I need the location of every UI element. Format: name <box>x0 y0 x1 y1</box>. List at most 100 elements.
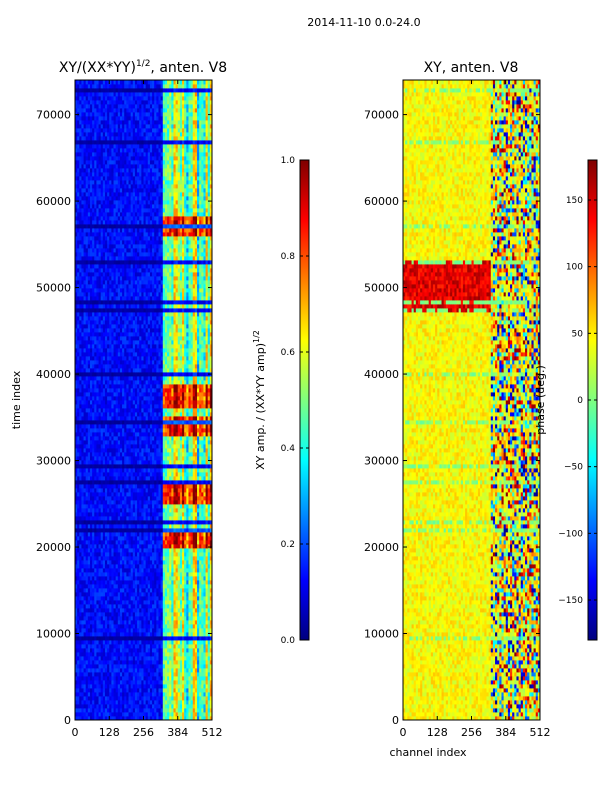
left-heatmap-cell <box>100 516 104 521</box>
left-heatmap-cell <box>107 520 110 525</box>
left-heatmap-cell <box>89 600 93 605</box>
left-heatmap-cell <box>126 608 129 613</box>
left-heatmap-cell <box>92 592 95 597</box>
left-heatmap-cell <box>79 548 82 553</box>
left-heatmap-cell <box>100 708 104 713</box>
left-heatmap-cell <box>89 572 93 577</box>
left-heatmap-cell <box>89 668 93 673</box>
left-heatmap-cell <box>137 616 140 621</box>
left-heatmap-cell <box>152 708 155 713</box>
left-heatmap-cell <box>209 700 212 705</box>
left-heatmap-cell <box>152 704 155 709</box>
left-heatmap-cell <box>160 700 164 705</box>
left-heatmap-cell <box>113 516 117 521</box>
left-heatmap-cell <box>147 592 151 597</box>
left-heatmap-cell <box>102 520 106 525</box>
left-heatmap-cell <box>100 480 104 485</box>
left-heatmap-cell <box>209 544 212 549</box>
left-heatmap-cell <box>156 664 159 669</box>
left-heatmap-cell <box>79 584 82 589</box>
left-heatmap-cell <box>132 524 136 529</box>
left-heatmap-cell <box>134 544 138 549</box>
left-heatmap-cell <box>134 528 138 533</box>
left-heatmap-cell <box>81 616 84 621</box>
left-heatmap-cell <box>152 572 155 577</box>
left-heatmap-cell <box>115 476 119 481</box>
left-heatmap-cell <box>92 492 95 497</box>
left-heatmap-cell <box>87 480 91 485</box>
left-heatmap-cell <box>156 564 159 569</box>
left-heatmap-cell <box>100 704 104 709</box>
left-heatmap-cell <box>109 600 112 605</box>
left-heatmap-cell <box>147 504 151 509</box>
left-heatmap-cell <box>119 516 123 521</box>
left-heatmap-cell <box>87 620 91 625</box>
left-heatmap-cell <box>119 592 123 597</box>
left-heatmap-cell <box>89 496 93 501</box>
left-heatmap-cell <box>149 552 153 557</box>
left-heatmap-cell <box>77 716 80 720</box>
left-heatmap-cell <box>186 532 189 537</box>
left-heatmap-cell <box>152 676 155 681</box>
left-heatmap-cell <box>124 688 127 693</box>
left-heatmap-cell <box>186 588 189 593</box>
left-heatmap-cell <box>147 544 151 549</box>
left-heatmap-cell <box>85 600 89 605</box>
left-heatmap-cell <box>109 536 112 541</box>
left-heatmap-cell <box>107 544 110 549</box>
left-heatmap-cell <box>109 672 112 677</box>
left-heatmap-cell <box>81 504 84 509</box>
left-heatmap-cell <box>201 624 204 629</box>
left-heatmap-cell <box>143 512 147 517</box>
left-heatmap-cell <box>209 612 212 617</box>
left-heatmap-cell <box>156 644 159 649</box>
left-heatmap-cell <box>194 684 198 689</box>
left-heatmap-cell <box>194 696 198 701</box>
left-heatmap-cell <box>77 584 80 589</box>
left-heatmap-cell <box>207 476 211 481</box>
left-heatmap-cell <box>192 516 196 521</box>
left-heatmap-cell <box>147 636 151 641</box>
left-heatmap-cell <box>186 700 189 705</box>
left-heatmap-cell <box>94 592 97 597</box>
left-heatmap-cell <box>109 504 112 509</box>
left-heatmap-cell <box>124 520 127 525</box>
left-heatmap-cell <box>98 612 102 617</box>
left-heatmap-cell <box>152 616 155 621</box>
left-heatmap-cell <box>87 472 91 477</box>
left-heatmap-cell <box>160 536 164 541</box>
left-heatmap-cell <box>139 488 142 493</box>
left-heatmap-cell <box>77 472 80 477</box>
left-heatmap-cell <box>132 556 136 561</box>
left-heatmap-cell <box>113 668 117 673</box>
left-heatmap-cell <box>154 640 157 645</box>
left-heatmap-cell <box>186 624 189 629</box>
left-heatmap-cell <box>100 600 104 605</box>
left-heatmap-cell <box>141 576 144 581</box>
left-heatmap-cell <box>75 552 78 557</box>
left-heatmap-cell <box>117 688 121 693</box>
left-heatmap-cell <box>147 512 151 517</box>
left-heatmap-cell <box>190 648 194 653</box>
left-heatmap-cell <box>182 700 185 705</box>
left-heatmap-cell <box>143 556 147 561</box>
left-heatmap-cell <box>197 576 200 581</box>
left-heatmap-cell <box>192 680 196 685</box>
left-heatmap-cell <box>94 668 97 673</box>
left-heatmap-cell <box>126 684 129 689</box>
left-heatmap-cell <box>147 704 151 709</box>
left-heatmap-cell <box>188 552 191 557</box>
left-heatmap-cell <box>184 708 187 713</box>
left-heatmap-cell <box>162 592 166 597</box>
left-heatmap-cell <box>190 540 194 545</box>
left-heatmap-cell <box>186 548 189 553</box>
left-heatmap-cell <box>75 516 78 521</box>
left-heatmap-cell <box>115 552 119 557</box>
left-heatmap-cell <box>186 640 189 645</box>
left-heatmap-cell <box>173 716 177 720</box>
left-heatmap-cell <box>169 584 172 589</box>
left-heatmap-cell <box>130 688 134 693</box>
left-heatmap-cell <box>117 612 121 617</box>
left-heatmap-cell <box>164 580 168 585</box>
left-heatmap-cell <box>201 616 204 621</box>
